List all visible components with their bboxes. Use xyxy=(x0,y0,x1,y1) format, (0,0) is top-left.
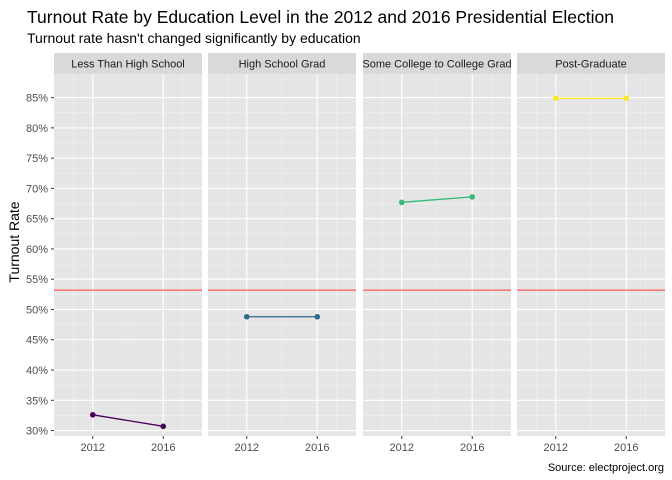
y-tick-label: 60% xyxy=(26,244,48,256)
y-tick-label: 80% xyxy=(26,123,48,135)
x-tick-label: 2012 xyxy=(81,442,105,454)
series-line xyxy=(92,414,164,427)
data-point xyxy=(623,95,630,102)
facet-strip xyxy=(517,53,665,74)
y-tick-label: 65% xyxy=(26,214,48,226)
facet-panel-some-college-to-college-grad: Some College to College Grad 2012 2016 xyxy=(362,53,511,454)
data-point xyxy=(314,313,321,320)
x-tick-label: 2012 xyxy=(235,442,259,454)
chart-caption: Source: electproject.org xyxy=(548,462,664,474)
facet-strip-label: High School Grad xyxy=(239,59,326,71)
y-tick-label: 55% xyxy=(26,274,48,286)
facet-panel-less-than-high-school: Less Than High School 2012 2016 xyxy=(54,53,202,454)
x-tick-label: 2012 xyxy=(390,442,414,454)
y-tick-label: 40% xyxy=(26,365,48,377)
y-tick-label: 50% xyxy=(26,304,48,316)
x-tick-label: 2016 xyxy=(460,442,484,454)
facet-strip-label: Some College to College Grad xyxy=(362,59,511,71)
data-point xyxy=(398,199,405,206)
y-axis-title: Turnout Rate xyxy=(6,201,22,282)
facet-strip-label: Less Than High School xyxy=(71,59,185,71)
data-point xyxy=(243,313,250,320)
facet-strip-label: Post-Graduate xyxy=(555,59,627,71)
data-point xyxy=(160,423,167,430)
facet-strip xyxy=(54,53,202,74)
facet-strip xyxy=(363,53,511,74)
y-axis: 30% 35% 40% 45% 50% 55% 60% 65% 70% 75% 80% 85% xyxy=(26,93,54,438)
x-tick-label: 2012 xyxy=(544,442,568,454)
y-tick-label: 85% xyxy=(26,93,48,105)
x-tick-label: 2016 xyxy=(305,442,329,454)
series-line xyxy=(401,196,473,203)
x-tick-label: 2016 xyxy=(614,442,638,454)
chart-subtitle: Turnout rate hasn't changed significantl… xyxy=(27,30,361,46)
chart-title: Turnout Rate by Education Level in the 2… xyxy=(27,7,614,27)
y-tick-label: 70% xyxy=(26,183,48,195)
y-tick-label: 45% xyxy=(26,335,48,347)
facet-panel-post-graduate: Post-Graduate 2012 2016 xyxy=(517,53,665,454)
y-tick-label: 35% xyxy=(26,395,48,407)
data-point xyxy=(469,194,476,200)
data-point xyxy=(89,412,96,418)
x-tick-label: 2016 xyxy=(151,442,175,454)
facet-strip xyxy=(208,53,356,74)
data-point xyxy=(552,95,559,102)
y-tick-label: 75% xyxy=(26,153,48,165)
y-tick-label: 30% xyxy=(26,426,48,438)
facet-panel-high-school-grad: High School Grad 2012 2016 xyxy=(208,53,356,454)
